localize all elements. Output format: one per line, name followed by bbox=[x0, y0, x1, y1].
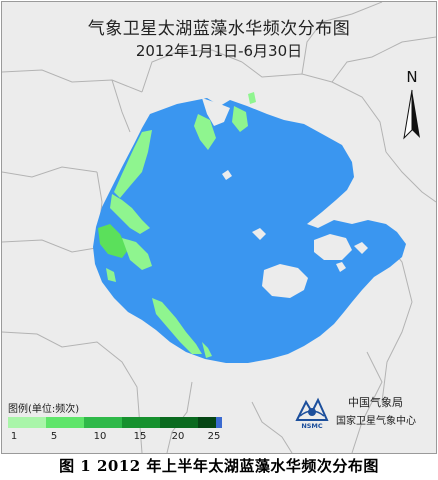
legend-ticks: 1 5 10 15 20 25 bbox=[8, 431, 238, 443]
legend-bar bbox=[8, 417, 222, 428]
north-label: N bbox=[406, 68, 418, 86]
legend-tick: 20 bbox=[171, 431, 185, 442]
agency-name-cma: 中国气象局 bbox=[348, 396, 403, 409]
legend-tick: 25 bbox=[207, 431, 221, 442]
north-peninsula bbox=[202, 98, 230, 126]
legend-swatch bbox=[198, 417, 216, 428]
map-title: 气象卫星太湖蓝藻水华频次分布图 bbox=[87, 19, 351, 39]
legend-swatch bbox=[160, 417, 198, 428]
legend-end-swatch bbox=[216, 417, 222, 428]
map-frame: 气象卫星太湖蓝藻水华频次分布图 2012年1月1日-6月30日 N 图例(单位:… bbox=[1, 1, 437, 454]
logo-text: NSMC bbox=[301, 422, 323, 430]
north-arrow: N bbox=[398, 68, 426, 148]
legend-tick: 1 bbox=[10, 431, 18, 442]
map-canvas bbox=[2, 2, 436, 453]
lake-water bbox=[93, 98, 406, 363]
agency-name-nsmc: 国家卫星气象中心 bbox=[336, 416, 416, 427]
legend-swatch bbox=[84, 417, 122, 428]
legend-title: 图例(单位:频次) bbox=[8, 404, 80, 415]
north-arrow-icon bbox=[403, 89, 420, 140]
nsmc-logo-icon: NSMC bbox=[295, 397, 329, 430]
figure-caption: 图 1 2012 年上半年太湖蓝藻水华频次分布图 bbox=[59, 457, 379, 475]
legend-swatch bbox=[122, 417, 160, 428]
legend: 图例(单位:频次) 1 5 10 15 20 25 bbox=[8, 400, 238, 446]
legend-swatch bbox=[46, 417, 84, 428]
legend-swatch bbox=[8, 417, 46, 428]
islands bbox=[222, 170, 368, 298]
legend-tick: 15 bbox=[133, 431, 147, 442]
legend-tick: 5 bbox=[50, 431, 58, 442]
legend-tick: 10 bbox=[93, 431, 107, 442]
bloom-zones bbox=[98, 92, 256, 358]
agency-block: NSMC 中国气象局 国家卫星气象中心 bbox=[292, 386, 434, 446]
map-subtitle: 2012年1月1日-6月30日 bbox=[135, 42, 303, 60]
